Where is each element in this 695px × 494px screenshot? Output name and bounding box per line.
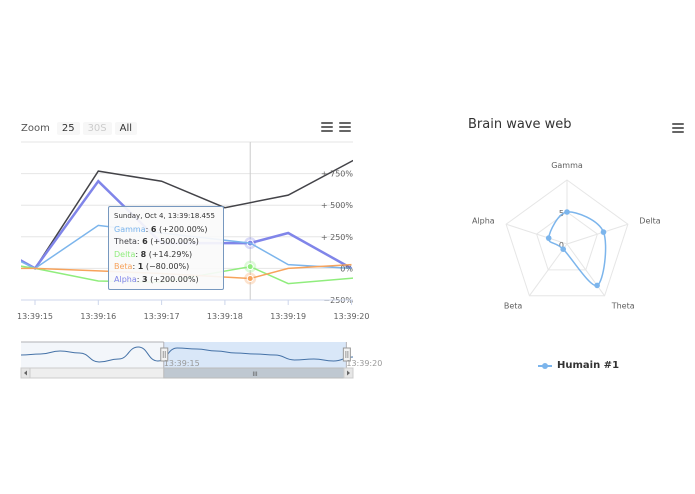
export-menu-icon[interactable] xyxy=(339,122,351,133)
navigator-series-line xyxy=(20,346,354,363)
tooltip-change: (+200.00%) xyxy=(158,224,208,234)
y-tick-label: + 750% xyxy=(321,170,354,179)
tooltip-series-name: Theta xyxy=(114,237,137,246)
range-selector: Zoom 25 30S All xyxy=(21,120,138,136)
x-tick-label: 13:39:17 xyxy=(144,312,180,321)
zoom-30s-button[interactable]: 30S xyxy=(82,121,112,135)
tooltip-value: 6 xyxy=(142,237,148,246)
hover-marker xyxy=(246,263,254,271)
navigator-mask xyxy=(21,342,164,368)
radar-category-label: Theta xyxy=(611,302,635,311)
series-line-theta xyxy=(34,159,353,269)
tooltip-change: (+200.00%) xyxy=(150,274,199,284)
x-tick-label: 13:39:19 xyxy=(270,312,306,321)
radar-series xyxy=(545,209,607,289)
tooltip-row-delta: Delta: 8 (+14.29%) xyxy=(114,249,193,259)
radar-grid-ring xyxy=(505,179,629,297)
radar-point xyxy=(560,246,566,252)
navigator-handle[interactable] xyxy=(160,347,169,362)
radar-grid: Gamma Delta Theta Beta Alpha 0 5 xyxy=(472,161,661,311)
radar-y-tick-label: 5 xyxy=(559,209,564,218)
x-tick-label: 13:39:20 xyxy=(334,312,370,321)
arrow-right-icon xyxy=(347,370,350,376)
radar-category-label: Beta xyxy=(504,302,523,311)
radar-category-label: Gamma xyxy=(551,161,583,170)
y-tick-label: + 250% xyxy=(321,233,354,242)
radar-category-label: Delta xyxy=(639,217,660,226)
navigator-label: 13:39:15 xyxy=(164,359,200,368)
stock-axis: + 750%+ 500%+ 250%0%−250%13:39:15 13:39:1… xyxy=(17,170,369,321)
arrow-left-icon xyxy=(24,370,27,376)
radar-axis-line xyxy=(528,243,568,297)
chart-menu-icon[interactable] xyxy=(321,122,333,133)
chart-tooltip: Sunday, Oct 4, 13:39:18.455 Gamma: 6 (+2… xyxy=(108,206,224,290)
tooltip-change: (−80.00%) xyxy=(145,262,190,271)
stock-series xyxy=(21,159,353,285)
tooltip-value: 8 xyxy=(140,249,147,259)
radar-point xyxy=(594,282,600,289)
radar-point xyxy=(600,229,607,235)
y-tick-label: 0% xyxy=(340,264,353,273)
radar-axis-line xyxy=(566,223,629,245)
radar-category-label: Alpha xyxy=(472,217,495,226)
radar-point xyxy=(564,209,570,215)
tooltip-value: 1 xyxy=(137,262,144,271)
scrollbar-grip: III xyxy=(252,371,258,378)
x-tick-label: 13:39:18 xyxy=(207,312,243,321)
legend-line-icon xyxy=(538,361,552,371)
radar-point xyxy=(545,235,552,241)
tooltip-series-name: Alpha xyxy=(114,274,137,284)
zoom-25-button[interactable]: 25 xyxy=(56,121,80,135)
tooltip-series-name: Delta xyxy=(114,249,136,259)
tooltip-row-theta: Theta: 6 (+500.00%) xyxy=(114,237,199,246)
x-tick-label: 13:39:16 xyxy=(80,312,116,321)
tooltip-change: (+14.29%) xyxy=(148,249,193,259)
tooltip-value: 3 xyxy=(142,274,148,284)
radar-series-line xyxy=(547,211,607,287)
hover-marker xyxy=(246,275,254,283)
tooltip-series-name: Beta xyxy=(114,262,133,271)
zoom-all-button[interactable]: All xyxy=(114,121,138,135)
radar-grid-ring xyxy=(536,211,598,271)
range-selector-label: Zoom xyxy=(21,122,50,134)
navigator-selection xyxy=(163,342,347,368)
tooltip-row-beta: Beta: 1 (−80.00%) xyxy=(114,262,190,271)
radar-axis-line xyxy=(505,223,568,245)
tooltip-row-alpha: Alpha: 3 (+200.00%) xyxy=(114,274,199,284)
radar-legend[interactable]: Humain #1 xyxy=(538,360,619,371)
tooltip-series-name: Gamma xyxy=(114,224,146,234)
radar-y-tick-label: 0 xyxy=(559,241,564,250)
tooltip-change: (+500.00%) xyxy=(150,237,199,246)
tooltip-row-gamma: Gamma: 6 (+200.00%) xyxy=(114,224,208,234)
tooltip-title: Sunday, Oct 4, 13:39:18.455 xyxy=(114,212,215,220)
tooltip-value: 6 xyxy=(150,224,157,234)
radar-menu-icon[interactable] xyxy=(672,123,684,134)
radar-title: Brain wave web xyxy=(468,117,572,132)
navigator-label: 13:39:20 xyxy=(346,359,382,368)
navigator: 13:39:15 13:39:20 III xyxy=(20,341,382,379)
legend-item-label: Humain #1 xyxy=(557,360,620,371)
navigator-handle[interactable] xyxy=(342,347,351,362)
y-tick-label: + 500% xyxy=(321,201,354,210)
x-tick-label: 13:39:15 xyxy=(17,312,53,321)
